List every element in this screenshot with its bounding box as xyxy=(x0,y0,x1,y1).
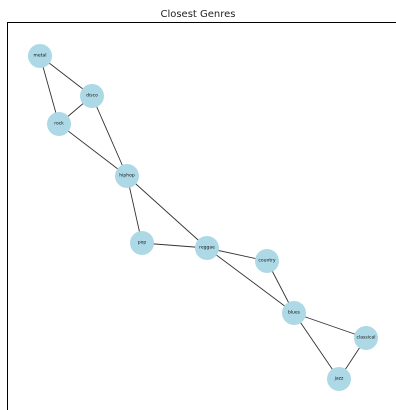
node-metal: metal xyxy=(28,44,52,68)
node-label-reggae: reggae xyxy=(199,245,215,251)
node-label-disco: disco xyxy=(86,93,98,99)
node-layer: metal disco rock hiphop pop reggae country blue… xyxy=(28,44,378,391)
node-circle-reggae xyxy=(195,236,219,260)
node-jazz: jazz xyxy=(327,367,351,391)
edge-blues-jazz xyxy=(293,312,340,380)
node-circle-pop xyxy=(130,231,154,255)
node-label-blues: blues xyxy=(288,310,301,316)
plot-frame xyxy=(7,22,396,410)
edge-rock-hiphop xyxy=(58,123,128,177)
node-circle-disco xyxy=(80,84,104,108)
node-circle-rock xyxy=(47,112,71,136)
node-label-jazz: jazz xyxy=(334,376,344,382)
node-label-pop: pop xyxy=(138,241,147,246)
node-circle-country xyxy=(255,249,279,273)
edge-blues-classical xyxy=(293,312,367,339)
node-circle-jazz xyxy=(327,367,351,391)
node-hiphop: hiphop xyxy=(115,164,139,188)
node-reggae: reggae xyxy=(195,236,219,260)
node-circle-metal xyxy=(28,44,52,68)
node-country: country xyxy=(255,249,279,273)
node-label-hiphop: hiphop xyxy=(119,173,135,179)
node-label-rock: rock xyxy=(54,121,64,127)
edge-hiphop-reggae xyxy=(126,175,208,249)
edge-reggae-blues xyxy=(206,247,295,314)
node-disco: disco xyxy=(80,84,104,108)
node-label-metal: metal xyxy=(34,53,47,59)
node-circle-hiphop xyxy=(115,164,139,188)
node-label-country: country xyxy=(258,258,276,264)
edge-disco-hiphop xyxy=(91,95,128,177)
node-pop: pop xyxy=(130,231,154,255)
node-classical: classical xyxy=(354,326,378,350)
node-blues: blues xyxy=(282,301,306,325)
node-circle-blues xyxy=(282,301,306,325)
chart-title: Closest Genres xyxy=(160,9,236,20)
node-circle-classical xyxy=(354,326,378,350)
node-rock: rock xyxy=(47,112,71,136)
node-label-classical: classical xyxy=(357,335,376,341)
